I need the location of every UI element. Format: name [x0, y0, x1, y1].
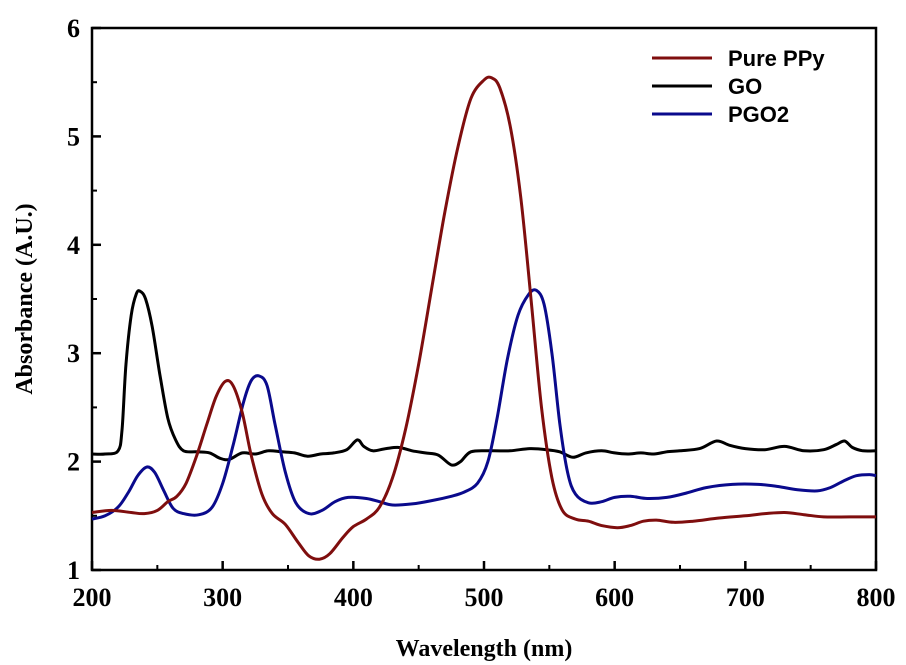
y-tick-label: 1 — [67, 556, 80, 585]
x-tick-label: 700 — [726, 583, 765, 612]
x-tick-label: 500 — [465, 583, 504, 612]
x-tick-label: 800 — [857, 583, 896, 612]
x-axis-title: Wavelength (nm) — [396, 636, 573, 662]
y-tick-label: 6 — [67, 14, 80, 43]
series-line-pgo2 — [91, 288, 877, 521]
x-tick-label: 300 — [203, 583, 242, 612]
legend-label-pgo2: PGO2 — [728, 102, 789, 127]
series-line-go — [91, 289, 877, 467]
axis-ticks: 200 300 400 500 600 700 800 1 2 3 4 5 6 — [67, 14, 896, 612]
x-tick-label: 200 — [73, 583, 112, 612]
y-tick-label: 2 — [67, 448, 80, 477]
series-line-pure-ppy — [91, 75, 876, 561]
x-tick-label: 600 — [595, 583, 634, 612]
y-tick-label: 4 — [67, 231, 80, 260]
legend: Pure PPy GO PGO2 — [652, 46, 825, 127]
y-tick-label: 5 — [67, 122, 80, 151]
y-axis-title: Absorbance (A.U.) — [12, 203, 38, 394]
legend-label-go: GO — [728, 74, 762, 99]
legend-label-pure-ppy: Pure PPy — [728, 46, 825, 71]
y-tick-label: 3 — [67, 339, 80, 368]
x-tick-label: 400 — [334, 583, 373, 612]
series-lines — [91, 75, 877, 561]
